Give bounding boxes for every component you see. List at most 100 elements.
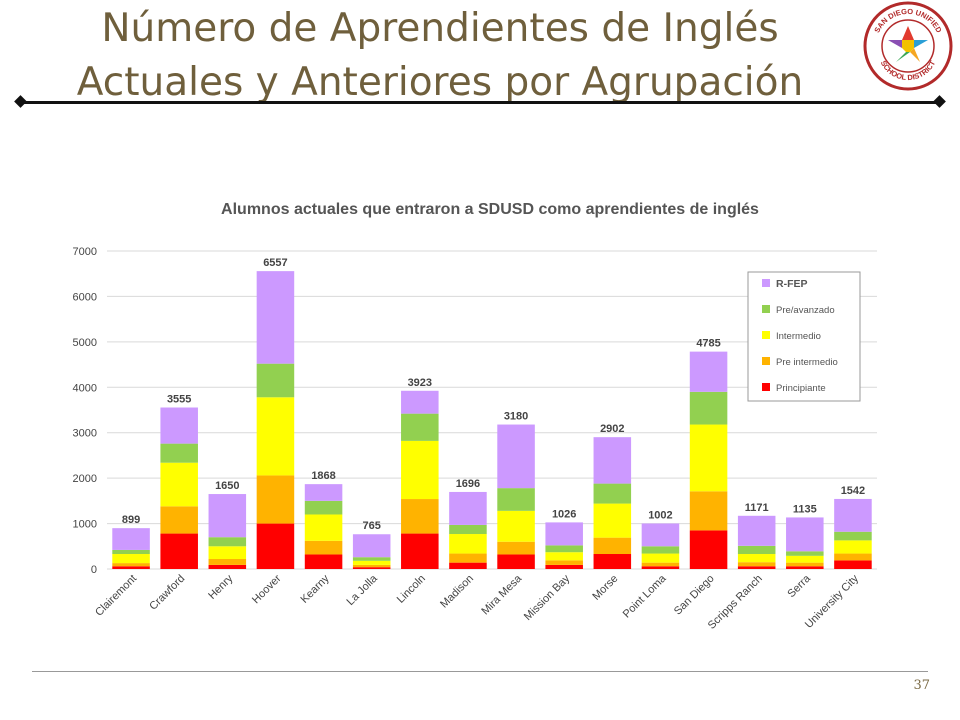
legend-swatch [762,331,770,339]
y-tick-label: 1000 [73,519,97,531]
bar-segment [160,462,198,507]
legend-swatch [762,357,770,365]
slide-title-line-2: Actuales y Anteriores por Agrupación [76,60,804,105]
legend-swatch [762,383,770,391]
bar-segment [689,351,728,392]
bar-total-label: 899 [122,514,140,526]
x-tick-label: Clairemont [93,573,139,619]
x-tick-label: Mission Bay [522,572,573,623]
y-tick-label: 4000 [73,382,97,394]
bar-segment [497,554,535,569]
bar-segment [641,566,680,569]
legend-label: Pre intermedio [776,357,838,368]
x-tick-label: La Jolla [345,572,381,608]
footer-divider [32,671,928,672]
bar-segment [786,517,824,552]
bar-segment [786,555,824,563]
bar-segment [834,531,872,541]
bar-segment [256,363,295,398]
bar-segment [401,440,439,500]
bar-segment [641,562,680,567]
bar-segment [401,533,439,569]
bar-total-label: 6557 [263,257,287,269]
x-tick-label: Hoover [250,572,284,606]
x-tick-label: Lincoln [395,573,428,606]
bar-segment [208,494,247,538]
bar-segment [641,553,680,563]
bar-total-label: 3180 [504,411,528,423]
bar-segment [112,566,150,569]
bar-segment [593,483,632,504]
y-tick-label: 7000 [73,246,97,258]
bar-total-label: 3555 [167,394,191,406]
bar-segment [593,554,632,569]
legend-label: Pre/avanzado [776,305,835,316]
x-tick-label: Kearny [299,572,332,605]
bar-segment [160,443,198,463]
bar-total-label: 1135 [793,503,817,515]
bar-segment [304,500,343,515]
bar-segment [545,560,583,565]
bar-segment [112,549,150,555]
bar-segment [208,559,247,565]
bar-segment [449,534,487,554]
bar-total-label: 765 [363,520,381,532]
bar-segment [352,567,391,569]
legend-label: Intermedio [776,331,821,342]
bar-segment [834,540,872,554]
bar-total-label: 1026 [552,508,576,520]
title-divider [20,101,940,104]
page-number: 37 [913,678,930,693]
bar-segment [256,475,295,524]
bar-segment [449,562,487,569]
bar-segment [449,524,487,535]
bar-segment [304,484,343,501]
bar-segment [112,563,150,567]
legend-swatch [762,305,770,313]
y-tick-label: 6000 [73,291,97,303]
bar-segment [641,546,680,554]
bar-total-label: 1868 [311,470,335,482]
bar-segment [304,554,343,569]
slide-title-line-1: Número de Aprendientes de Inglés [101,6,779,51]
bar-total-label: 1696 [456,478,480,490]
bar-segment [545,545,583,553]
bar-segment [641,523,680,547]
bar-segment [304,514,343,541]
bar-segment [352,557,391,561]
bar-total-label: 2902 [600,423,624,435]
y-tick-label: 2000 [73,473,97,485]
bar-segment [256,523,295,569]
y-tick-label: 3000 [73,428,97,440]
bar-segment [737,566,776,569]
bar-segment [352,534,391,558]
bar-segment [593,437,632,484]
bar-total-label: 1171 [745,502,769,514]
chart-title: Alumnos actuales que entraron a SDUSD co… [221,201,759,218]
bar-total-label: 1650 [215,480,239,492]
bar-segment [208,546,247,560]
bar-segment [593,537,632,555]
bar-segment [160,407,198,444]
y-tick-label: 0 [91,564,97,576]
bar-segment [786,562,824,567]
x-tick-label: San Diego [672,573,717,618]
bar-segment [834,553,872,561]
bar-total-label: 3923 [408,377,432,389]
bar-segment [545,564,583,569]
bar-segment [689,530,728,569]
bar-segment [208,537,247,547]
bar-segment [834,560,872,569]
stacked-bar-chart: 0 1000 2000 3000 4000 5000 6000 7000 899 Clairemo… [73,246,877,632]
x-tick-label: Point Loma [621,572,669,620]
x-tick-label: Madison [438,573,476,611]
bar-segment [497,424,535,489]
bar-segment [497,541,535,555]
bar-segment [112,528,150,550]
bar-segment [593,503,632,538]
bar-segment [256,397,295,476]
bar-segment [737,545,776,555]
bar-segment [449,491,487,525]
x-tick-label: Morse [590,573,620,603]
bar-segment [208,564,247,569]
